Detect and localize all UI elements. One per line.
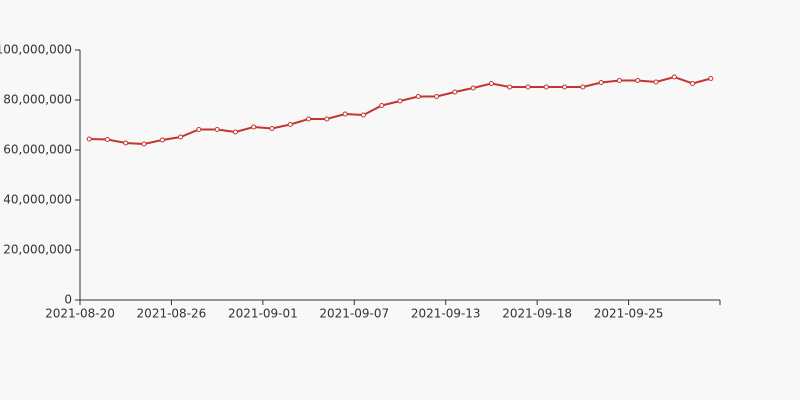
point — [397, 98, 403, 104]
point — [525, 84, 531, 90]
point — [488, 81, 494, 86]
y-tick-label: 40,000,000 — [3, 193, 72, 207]
point — [287, 122, 293, 127]
y-tick-label: 20,000,000 — [3, 243, 72, 257]
point — [324, 116, 330, 122]
point — [690, 81, 696, 86]
x-tick-label: 2021-08-26 — [137, 307, 207, 321]
point — [141, 141, 147, 147]
point — [214, 127, 220, 132]
point — [251, 124, 257, 130]
y-tick-label: 0 — [64, 293, 72, 307]
x-tick-label: 2021-08-20 — [45, 307, 115, 321]
point — [507, 84, 513, 90]
point — [415, 94, 421, 99]
x-tick-label: 2021-09-13 — [411, 307, 481, 321]
point — [580, 84, 586, 90]
y-tick-label: 80,000,000 — [3, 93, 72, 107]
point — [616, 78, 622, 83]
point — [470, 85, 476, 91]
point — [232, 129, 238, 135]
point — [306, 116, 312, 122]
point — [159, 137, 165, 143]
point — [434, 94, 440, 99]
point — [86, 136, 92, 142]
x-tick-label: 2021-09-07 — [319, 307, 389, 321]
point — [708, 76, 714, 81]
point — [360, 112, 366, 118]
point — [543, 84, 549, 90]
point — [653, 79, 659, 85]
point — [104, 137, 110, 142]
point — [123, 140, 129, 146]
y-tick-label: 60,000,000 — [3, 143, 72, 157]
point — [671, 74, 677, 80]
point — [635, 78, 641, 83]
y-tick-label: 100,000,000 — [0, 43, 72, 57]
line — [89, 75, 712, 146]
point — [269, 126, 275, 131]
x-tick-label: 2021-09-18 — [502, 307, 572, 321]
point — [342, 111, 348, 117]
point — [598, 80, 604, 85]
point — [178, 134, 184, 140]
x-tick-label: 2021-09-01 — [228, 307, 298, 321]
x-tick-label: 2021-09-25 — [594, 307, 664, 321]
point — [379, 103, 385, 108]
point — [452, 89, 458, 95]
point — [562, 84, 568, 90]
point — [196, 127, 202, 132]
